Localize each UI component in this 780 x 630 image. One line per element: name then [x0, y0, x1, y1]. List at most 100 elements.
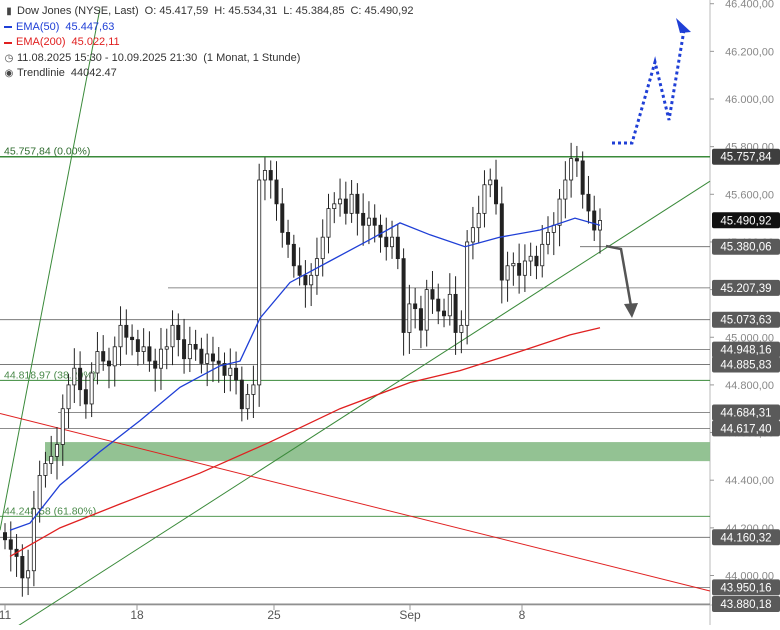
price-label-text: 44.885,83 [720, 359, 771, 371]
candle-body [158, 348, 163, 369]
candle-body [54, 444, 59, 457]
candle-body [459, 324, 464, 333]
fib-annotation: 45.757,84 (0.00%) [4, 146, 90, 158]
candle-body [569, 158, 574, 181]
candle-body [268, 170, 273, 181]
candle-body [43, 463, 48, 476]
legend-range-row: ◷ 11.08.2025 15:30 - 10.09.2025 21:30 (1… [4, 51, 413, 67]
candle-body [274, 179, 279, 205]
candle-body [366, 217, 371, 226]
price-label-text: 44.160,32 [720, 532, 771, 544]
projection-up-arrowhead [676, 18, 691, 33]
price-label-box [712, 404, 780, 421]
candle-body [164, 346, 169, 350]
legend-ema50-row: EMA(50) 45.447,63 [4, 20, 413, 36]
candle-body [355, 193, 360, 214]
candle-body [580, 160, 585, 195]
price-label-text: 45.380,06 [720, 242, 771, 254]
candle-body [66, 384, 71, 410]
rising-trendline [10, 180, 711, 630]
low-label: L: [283, 5, 293, 17]
price-label-box [712, 420, 780, 437]
candle-body [210, 353, 215, 362]
price-label-box [712, 579, 780, 596]
interval: (1 Monat, 1 Stunde) [203, 51, 301, 64]
falling-trendline [0, 413, 711, 592]
price-label-box [712, 148, 780, 165]
price-label-text: 45.490,92 [720, 215, 771, 227]
candle-body [349, 193, 354, 214]
candle-body [546, 232, 551, 245]
candle-body [60, 408, 65, 445]
price-label-box [712, 238, 780, 255]
support-zone [45, 442, 710, 462]
price-label-box [712, 279, 780, 296]
candle-body [257, 179, 262, 386]
candle-body [89, 372, 94, 405]
candle-body [112, 346, 117, 367]
candle-body [413, 303, 418, 310]
candle-body [20, 556, 25, 579]
price-label-box [712, 529, 780, 546]
ema50-line [9, 217, 601, 531]
y-tick-label: 45.000,00 [725, 332, 774, 344]
price-label-text: 45.757,84 [720, 152, 772, 164]
candlestick-icon: ▮ [6, 6, 12, 17]
candle-body [499, 203, 504, 281]
candle-body [199, 348, 204, 364]
candle-body [124, 324, 129, 338]
trendline-value: 44042.47 [70, 67, 117, 79]
candle-body [8, 539, 13, 550]
price-label-box [712, 311, 780, 328]
candle-body [430, 289, 435, 300]
candle-body [320, 236, 325, 260]
candle-body [78, 367, 83, 391]
y-tick-label: 45.600,00 [725, 189, 774, 201]
candle-body [488, 179, 493, 186]
candle-body [407, 303, 412, 333]
price-label-text: 44.948,16 [720, 345, 771, 357]
candle-body [390, 236, 395, 248]
candle-body [176, 324, 181, 341]
candle-body [332, 203, 337, 209]
candle-body [251, 384, 256, 395]
candle-body [372, 217, 377, 226]
close-value: 45.490,92 [364, 5, 414, 17]
candle-body [83, 389, 88, 405]
x-tick-label: 18 [130, 608, 144, 622]
candle-body [170, 324, 175, 348]
candle-body [193, 343, 198, 350]
candle-body [557, 198, 562, 226]
y-tick-label: 44.800,00 [725, 380, 774, 392]
trendline-label: Trendlinie [17, 67, 65, 79]
candle-body [101, 351, 106, 362]
candle-body [592, 210, 597, 231]
y-tick-label: 46.000,00 [725, 94, 774, 106]
candle-body [465, 241, 470, 326]
candle-body [442, 310, 447, 317]
candle-body [118, 324, 123, 348]
candle-body [37, 475, 42, 510]
price-label-text: 44.617,40 [720, 423, 771, 435]
low-value: 45.384,85 [295, 5, 345, 17]
x-tick-label: 8 [519, 608, 526, 622]
candle-body [476, 212, 481, 229]
price-label-text: 45.073,63 [720, 315, 771, 327]
price-label-box [712, 212, 780, 229]
candle-body [309, 274, 314, 286]
candle-body [205, 353, 210, 364]
candle-body [384, 236, 389, 248]
candle-body [262, 170, 267, 181]
candle-body [418, 308, 423, 331]
fib-annotation: 44.248,58 (61.80%) [4, 505, 96, 517]
candle-body [303, 274, 308, 286]
candle-body [447, 293, 452, 317]
price-label-text: 44.684,31 [720, 407, 771, 419]
candle-body [401, 258, 406, 333]
y-tick-label: 44.400,00 [725, 475, 774, 487]
ema200-label: EMA(200) [16, 36, 66, 48]
ema50-label: EMA(50) [16, 20, 60, 33]
candle-body [343, 198, 348, 214]
